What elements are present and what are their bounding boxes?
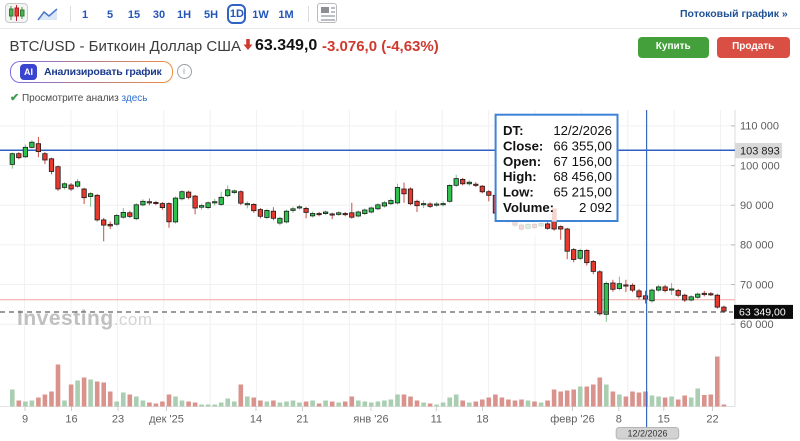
svg-text:Volume:: Volume: xyxy=(503,200,554,215)
svg-text:67 156,00: 67 156,00 xyxy=(553,154,612,169)
svg-text:дек '25: дек '25 xyxy=(149,414,184,426)
svg-text:60 000: 60 000 xyxy=(740,319,774,331)
svg-text:8: 8 xyxy=(616,414,622,426)
svg-text:11: 11 xyxy=(431,414,442,426)
svg-text:23: 23 xyxy=(112,414,124,426)
svg-text:18: 18 xyxy=(476,414,488,426)
svg-text:80 000: 80 000 xyxy=(740,240,774,252)
svg-text:12/2/2026: 12/2/2026 xyxy=(627,429,667,439)
svg-text:Low:: Low: xyxy=(503,185,534,200)
svg-text:65 215,00: 65 215,00 xyxy=(553,185,612,200)
svg-text:110 000: 110 000 xyxy=(740,121,779,133)
svg-text:68 456,00: 68 456,00 xyxy=(553,169,612,184)
svg-text:22: 22 xyxy=(706,414,718,426)
svg-text:февр '26: февр '26 xyxy=(550,414,595,426)
svg-text:9: 9 xyxy=(22,414,28,426)
svg-text:Close:: Close: xyxy=(503,138,543,153)
svg-text:21: 21 xyxy=(296,414,308,426)
svg-text:100 000: 100 000 xyxy=(740,160,780,172)
svg-text:66 355,00: 66 355,00 xyxy=(553,138,612,153)
svg-text:63 349,00: 63 349,00 xyxy=(739,307,786,319)
svg-text:янв '26: янв '26 xyxy=(353,414,388,426)
svg-text:90 000: 90 000 xyxy=(740,200,774,212)
svg-text:High:: High: xyxy=(503,169,537,184)
svg-text:16: 16 xyxy=(65,414,77,426)
svg-text:DT:: DT: xyxy=(503,123,524,138)
svg-text:2 092: 2 092 xyxy=(579,200,612,215)
svg-text:103 893: 103 893 xyxy=(740,146,780,158)
svg-text:12/2/2026: 12/2/2026 xyxy=(553,123,612,138)
svg-text:Investing.com: Investing.com xyxy=(17,307,153,330)
svg-text:70 000: 70 000 xyxy=(740,279,774,291)
svg-text:15: 15 xyxy=(658,414,670,426)
svg-text:Open:: Open: xyxy=(503,154,541,169)
svg-text:14: 14 xyxy=(250,414,262,426)
